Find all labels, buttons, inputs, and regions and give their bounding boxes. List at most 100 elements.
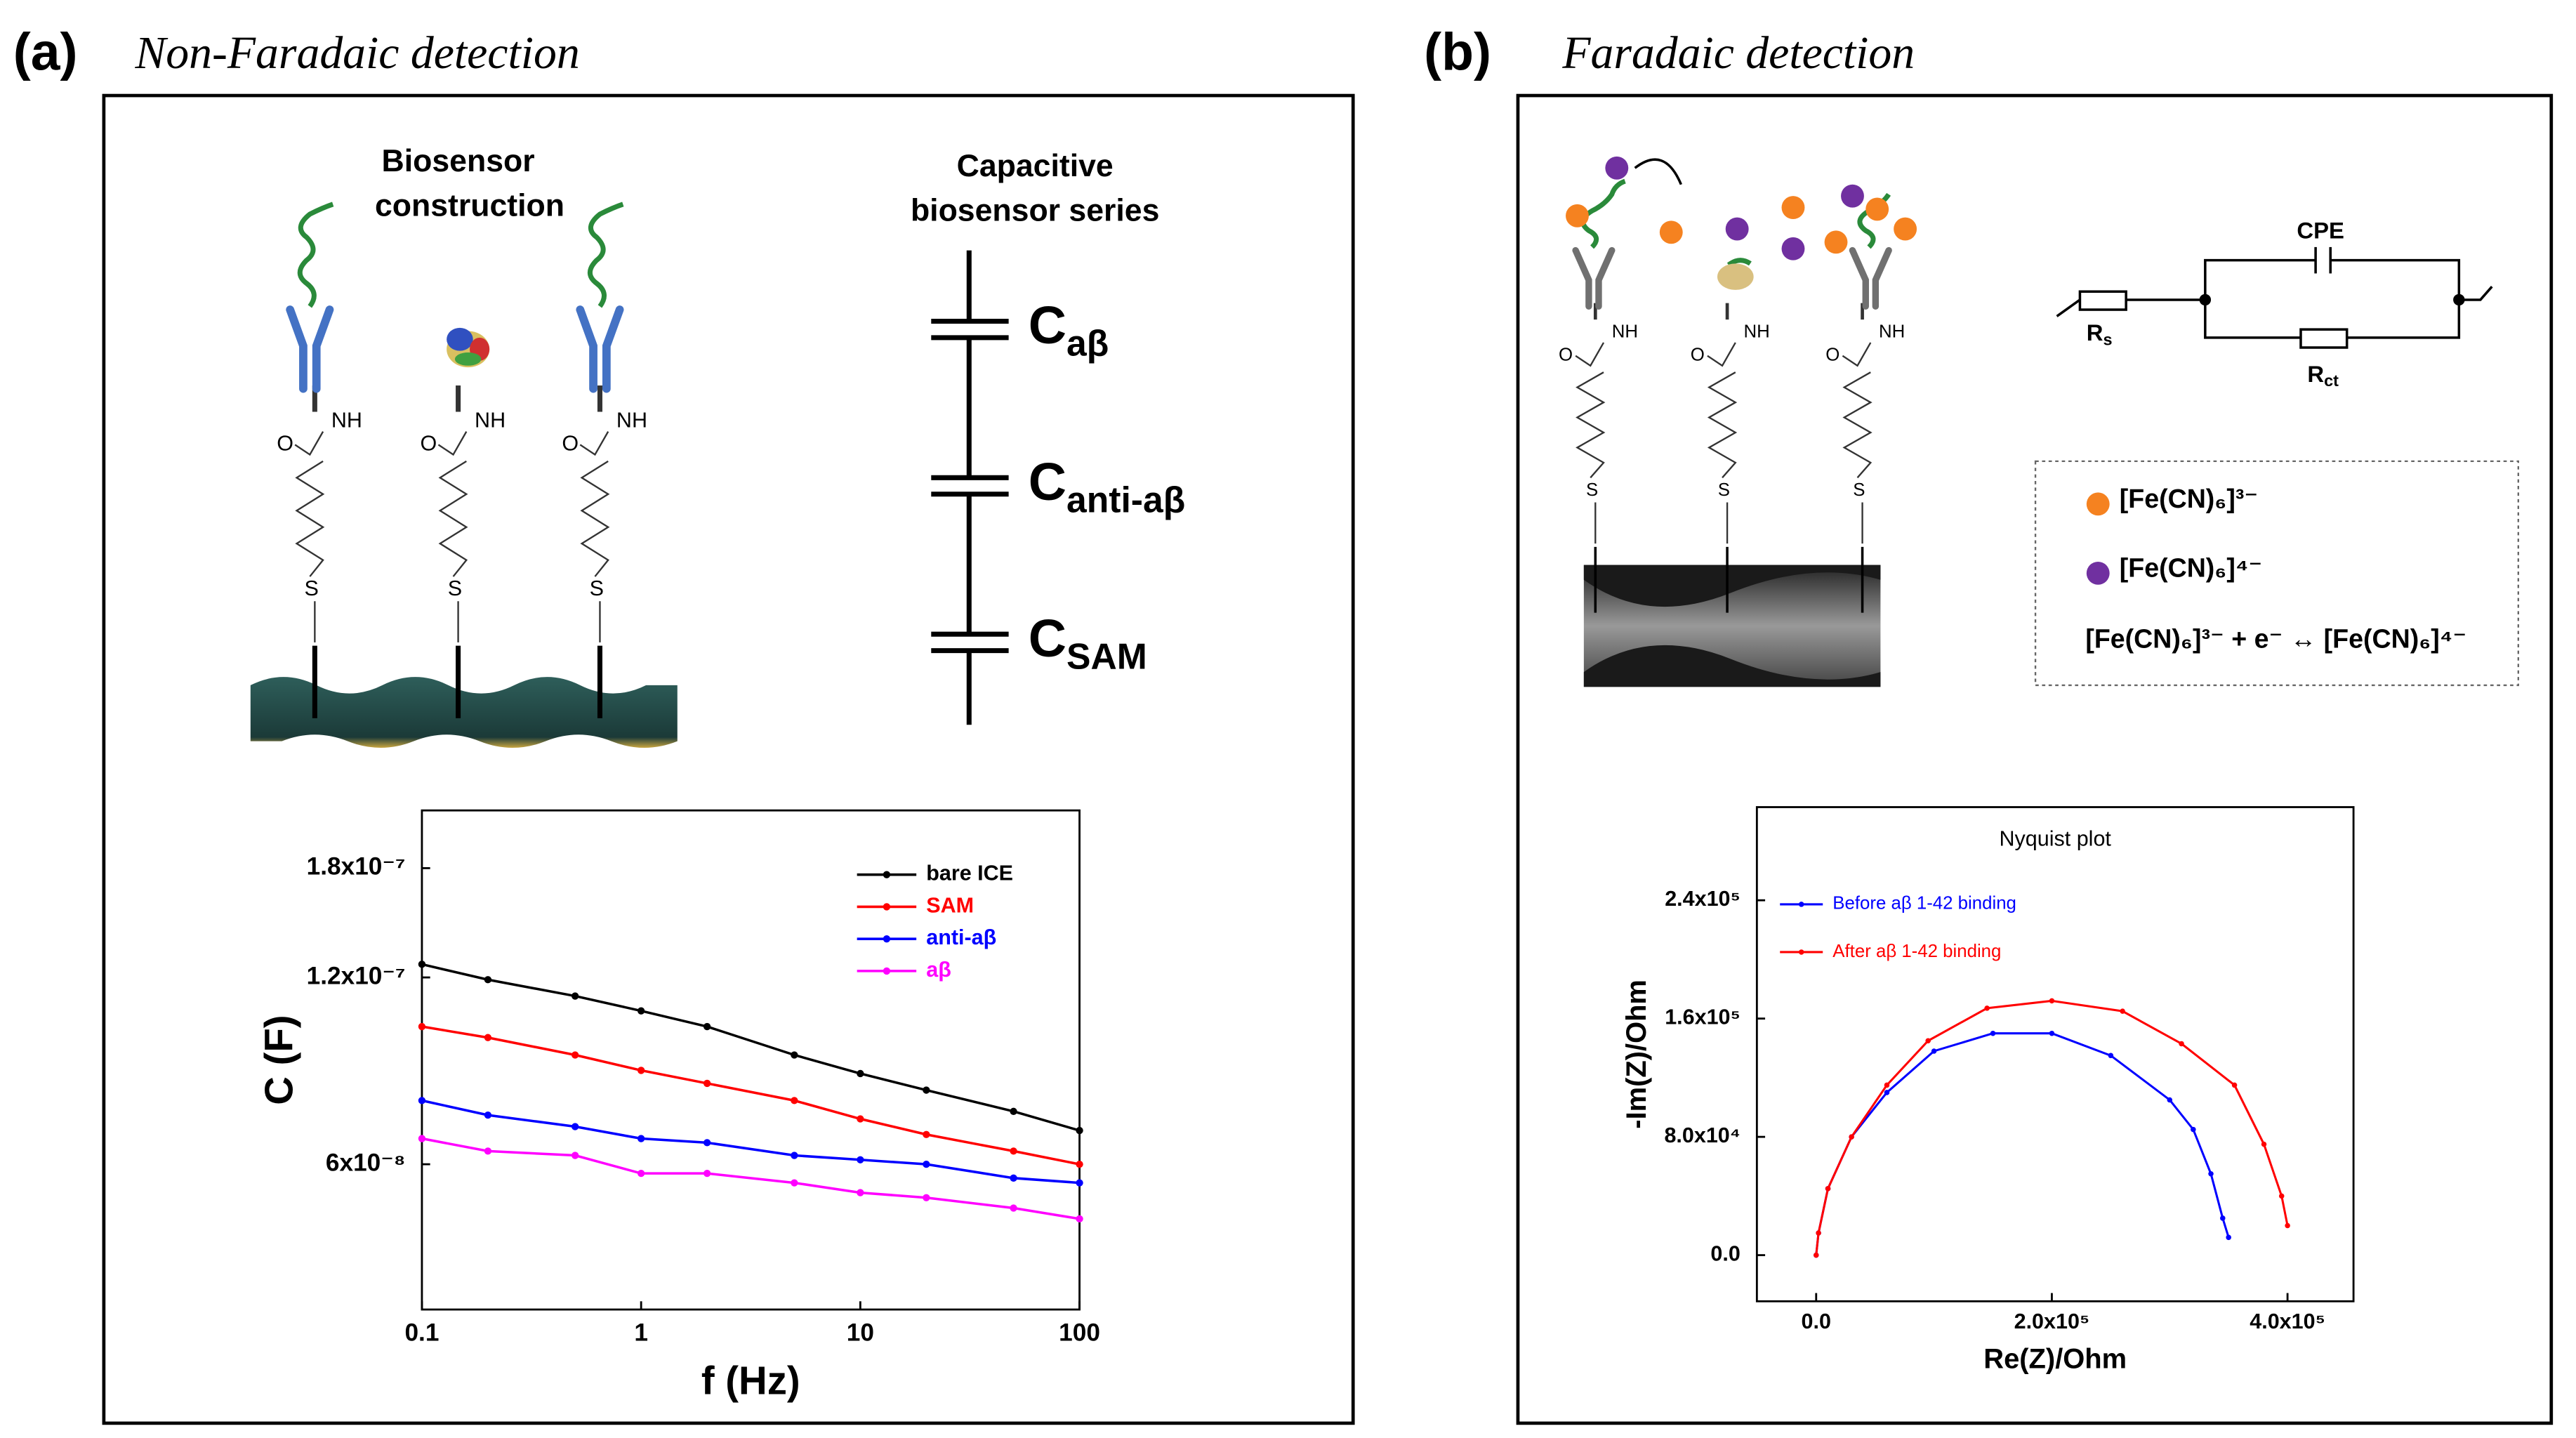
capacitor-label: CSAM <box>1029 609 1147 676</box>
data-point <box>418 1022 426 1031</box>
oxygen-label: O <box>420 431 437 455</box>
data-point <box>637 1067 645 1074</box>
data-point <box>418 1135 426 1142</box>
x-tick-label: 0.1 <box>404 1319 439 1347</box>
sulfur-label: S <box>304 576 318 600</box>
data-point <box>571 1051 579 1059</box>
data-point <box>2226 1234 2231 1241</box>
data-point <box>1010 1174 1017 1182</box>
circuit-label: CPE <box>2297 217 2344 243</box>
sulfur-label: S <box>1718 480 1730 500</box>
x-tick-label: 100 <box>1059 1319 1100 1347</box>
alkyl-chain <box>1576 371 1606 544</box>
legend-marker <box>1798 949 1804 955</box>
data-point <box>1931 1048 1937 1054</box>
y-tick-label: 2.4x10⁵ <box>1665 887 1741 911</box>
x-tick-label: 10 <box>847 1319 874 1347</box>
y-tick-label: 8.0x10⁴ <box>1664 1123 1740 1147</box>
legend-label: After aβ 1-42 binding <box>1832 942 2001 961</box>
amide-label: NH <box>1879 322 1905 342</box>
diagram-title: Biosensor <box>382 144 535 178</box>
oxygen-label: O <box>562 431 579 455</box>
legend-label: aβ <box>926 958 951 982</box>
data-point <box>1984 1005 1990 1011</box>
data-point <box>791 1152 798 1159</box>
data-point <box>2179 1041 2184 1047</box>
data-point <box>923 1086 930 1094</box>
data-point <box>2220 1215 2226 1221</box>
panel-title: Faradaic detection <box>1561 27 1915 79</box>
data-point <box>418 961 426 968</box>
data-point <box>2231 1082 2238 1088</box>
legend-label: bare ICE <box>926 862 1013 885</box>
carbonyl <box>294 431 324 456</box>
sulfur-label: S <box>1853 480 1865 500</box>
data-point <box>2108 1053 2114 1059</box>
data-point <box>2208 1171 2214 1177</box>
amyloid-beta <box>297 202 624 308</box>
series-line <box>1815 1032 2230 1255</box>
sulfur-label: S <box>1586 480 1598 500</box>
panel-label: (b) <box>1424 22 1491 81</box>
data-point <box>484 1034 492 1041</box>
panel-label: (a) <box>13 22 78 81</box>
series-line <box>421 1099 1080 1185</box>
protein <box>1717 263 1754 290</box>
data-point <box>1925 1038 1931 1043</box>
ion-marker <box>2086 561 2110 585</box>
x-tick-label: 1 <box>634 1319 648 1347</box>
legend-box <box>2034 460 2520 687</box>
data-point <box>571 1123 579 1130</box>
legend-marker <box>883 935 891 943</box>
data-point <box>1076 1215 1083 1223</box>
data-point <box>1814 1252 1819 1258</box>
data-point <box>2120 1008 2125 1014</box>
oxygen-label: O <box>1559 345 1573 365</box>
plot-frame <box>1755 806 2355 1302</box>
capacitor-series <box>931 250 1009 725</box>
data-point <box>857 1156 864 1163</box>
alkyl-chain <box>295 460 325 642</box>
data-point <box>1076 1160 1083 1168</box>
data-point <box>637 1007 645 1015</box>
antibody <box>1572 246 1892 310</box>
capacitor-label: Canti-aβ <box>1029 452 1185 520</box>
data-point <box>1816 1230 1821 1236</box>
ion-label: [Fe(CN)₆]³⁻ <box>2120 484 2258 513</box>
protein <box>447 327 490 368</box>
y-axis-label: C (F) <box>256 1015 300 1105</box>
data-point <box>791 1051 798 1059</box>
sam-layer: S O NH S O NH S O NH <box>1559 303 1905 613</box>
data-point <box>484 976 492 984</box>
data-point <box>791 1097 798 1104</box>
alkyl-chain <box>438 460 468 642</box>
data-point <box>791 1179 798 1187</box>
ions <box>1566 156 1917 260</box>
alkyl-chain <box>580 460 610 642</box>
sulfur-label: S <box>590 576 604 600</box>
y-tick-label: 1.6x10⁵ <box>1665 1005 1741 1029</box>
data-point <box>1884 1090 1890 1095</box>
ion-label: [Fe(CN)₆]⁴⁻ <box>2120 553 2262 583</box>
data-point <box>1849 1134 1854 1140</box>
carbonyl <box>1707 342 1736 367</box>
data-point <box>703 1022 711 1031</box>
node <box>2453 293 2465 306</box>
data-point <box>484 1111 492 1119</box>
x-axis-label: f (Hz) <box>701 1358 800 1402</box>
data-point <box>2278 1193 2285 1199</box>
x-axis-label: Re(Z)/Ohm <box>1983 1343 2127 1374</box>
y-tick-label: 6x10⁻⁸ <box>326 1149 406 1176</box>
x-tick-label: 2.0x10⁵ <box>2014 1310 2090 1333</box>
legend-marker <box>1798 902 1804 907</box>
legend-label: anti-aβ <box>926 925 996 949</box>
circuit-label: Rs <box>2087 319 2113 349</box>
sam-layer: S O NH S O NH S O NH <box>277 385 647 718</box>
data-point <box>1990 1030 1996 1036</box>
y-tick-label: 0.0 <box>1710 1242 1740 1266</box>
carbonyl <box>1842 342 1872 367</box>
data-point <box>923 1194 930 1201</box>
diagram-title: construction <box>375 188 564 223</box>
x-tick-label: 4.0x10⁵ <box>2250 1310 2325 1333</box>
